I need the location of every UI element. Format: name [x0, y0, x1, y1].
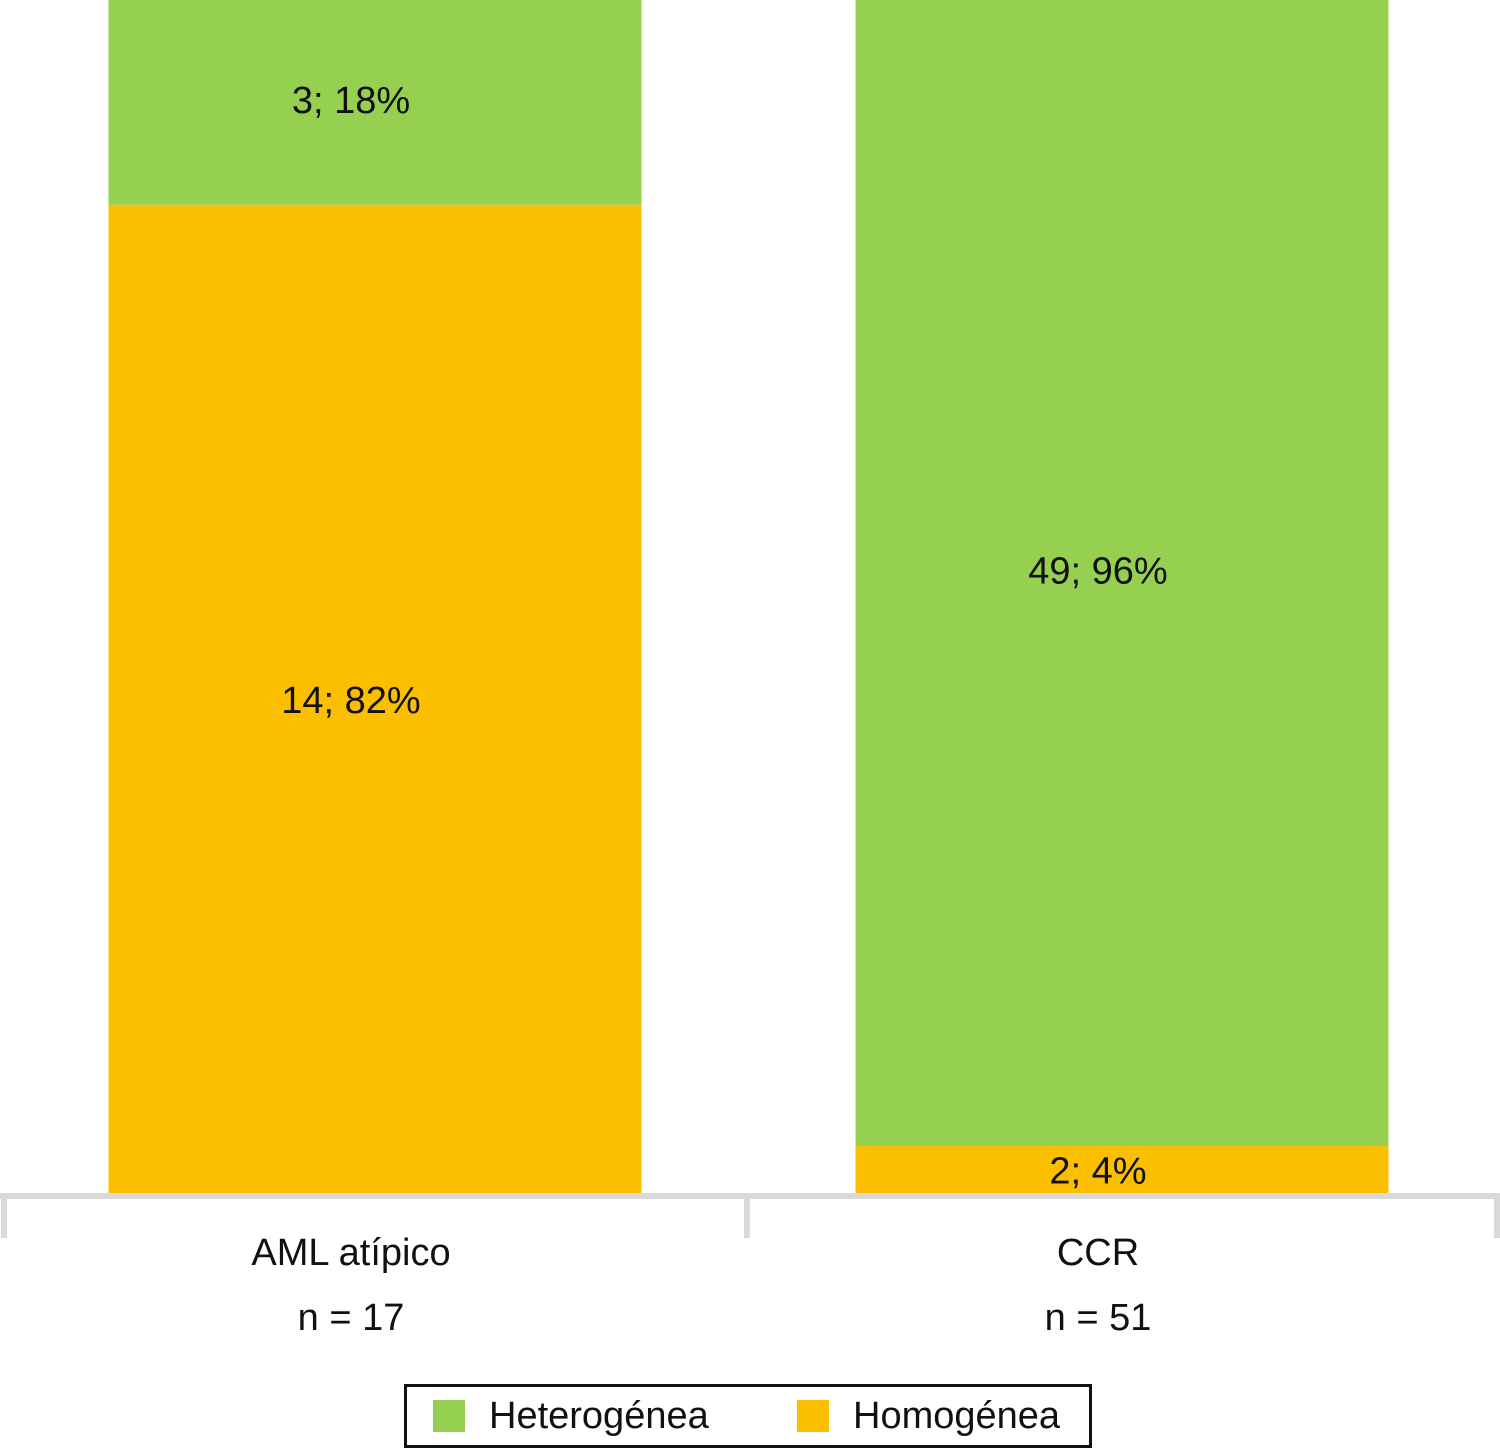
x-tick-n-label-0: n = 17 [298, 1297, 405, 1339]
x-tick-n-label-1: n = 51 [1045, 1297, 1152, 1339]
x-tick-label-1: CCR [1057, 1232, 1139, 1274]
bar-segment-heterognea-0 [108, 0, 642, 205]
data-label-homognea-0: 14; 82% [281, 680, 420, 722]
data-label-heterognea-0: 3; 18% [292, 80, 410, 122]
x-tick-labels: AML atípico n = 17 CCR n = 51 [251, 1232, 1151, 1339]
bar-segment-homognea-1 [855, 1145, 1389, 1193]
legend-item-homogenea: Homogénea [797, 1387, 1060, 1445]
legend: Heterogénea Homogénea [404, 1384, 1092, 1448]
bar-segment-heterognea-1 [855, 0, 1389, 1146]
data-label-heterognea-1: 49; 96% [1028, 550, 1167, 592]
data-label-homognea-1: 2; 4% [1049, 1150, 1146, 1192]
bar-segment-homognea-0 [108, 204, 642, 1193]
legend-label-heterogenea: Heterogénea [489, 1394, 709, 1437]
x-tick-label-0: AML atípico [251, 1232, 450, 1274]
legend-label-homogenea: Homogénea [853, 1394, 1061, 1437]
data-labels-layer: 14; 82% 3; 18% 2; 4% 49; 96% [281, 80, 1167, 1193]
legend-swatch-homogenea [797, 1400, 829, 1432]
x-axis [0, 1193, 1500, 1238]
legend-item-heterogenea: Heterogénea [433, 1387, 709, 1445]
bars-layer [108, 0, 1389, 1193]
legend-swatch-heterogenea [433, 1400, 465, 1432]
